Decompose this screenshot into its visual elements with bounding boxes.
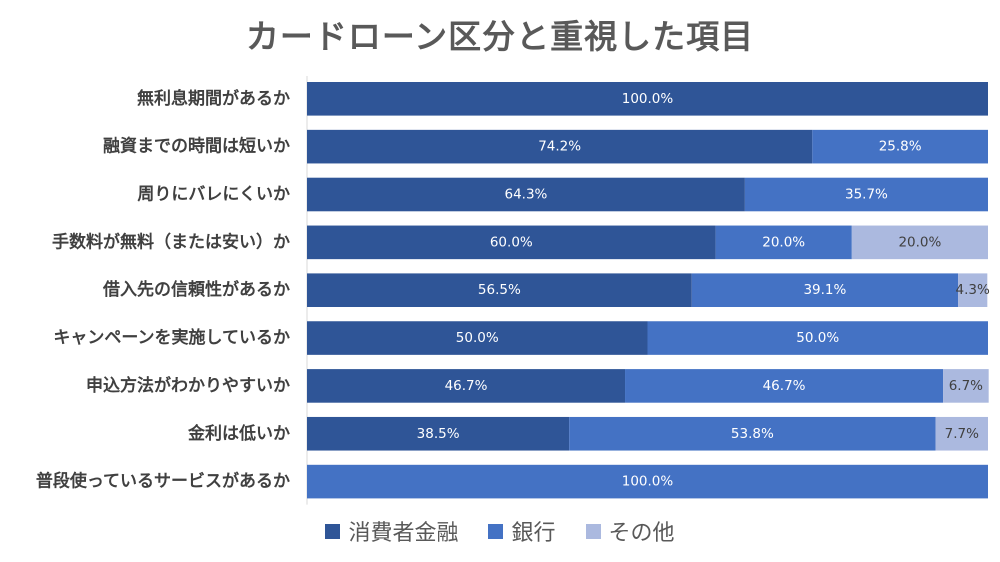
data-label: 25.8%	[879, 139, 922, 155]
bar-segment	[625, 369, 944, 403]
bar-segment	[307, 416, 570, 451]
chart-title: カードローン区分と重視した項目	[245, 17, 755, 56]
category-label: 無利息期間があるか	[137, 88, 290, 109]
category-label: 融資までの時間は短いか	[103, 136, 290, 157]
data-label: 4.3%	[956, 282, 990, 298]
bar-segment	[307, 225, 716, 260]
legend-swatch	[325, 523, 341, 539]
data-label: 56.5%	[478, 282, 521, 298]
legend-swatch	[488, 523, 504, 539]
data-label: 35.7%	[845, 187, 888, 203]
category-label: 申込方法がわかりやすいか	[86, 375, 290, 396]
bar-segment	[307, 464, 988, 499]
bar-segment	[715, 225, 852, 260]
legend-swatch	[585, 523, 601, 539]
legend-label: 消費者金融	[348, 521, 459, 546]
category-label: 金利は低いか	[187, 423, 290, 444]
data-label: 100.0%	[622, 91, 674, 107]
bar-segment	[958, 273, 988, 307]
category-label: 借入先の信頼性があるか	[102, 279, 290, 300]
data-label: 7.7%	[945, 426, 979, 442]
data-label: 53.8%	[731, 426, 774, 442]
bar-segment	[744, 177, 988, 212]
data-label: 38.5%	[417, 426, 460, 442]
data-label: 50.0%	[456, 330, 499, 346]
data-label: 50.0%	[796, 330, 839, 346]
legend: 消費者金融 銀行 その他	[0, 515, 1000, 547]
data-label: 20.0%	[762, 234, 805, 250]
bar-segment	[851, 225, 988, 260]
category-label: 普段使っているサービスがあるか	[36, 471, 290, 492]
data-label: 39.1%	[803, 282, 846, 298]
data-label: 46.7%	[445, 378, 488, 394]
data-label: 74.2%	[538, 139, 581, 155]
data-label: 60.0%	[490, 234, 533, 250]
category-label: キャンペーンを実施しているか	[53, 327, 290, 348]
bar-segment	[691, 273, 959, 307]
plot-area: 無利息期間があるか 100.0% 融資までの時間は短いか 74.2% 25.8% 周りにバ…	[36, 76, 990, 505]
legend-item: 銀行	[488, 515, 556, 547]
data-label: 6.7%	[949, 378, 983, 394]
category-label: 周りにバレにくいか	[137, 185, 290, 205]
category-label: 手数料が無料（または安い）か	[52, 231, 290, 252]
bar-segment	[307, 82, 988, 116]
legend-item: 消費者金融	[325, 515, 458, 547]
bar-segment	[307, 129, 813, 164]
data-label: 64.3%	[504, 187, 547, 203]
bar-segment	[647, 321, 988, 355]
legend-label: その他	[608, 521, 675, 546]
bar-segment	[812, 129, 988, 164]
data-label: 100.0%	[622, 474, 674, 490]
legend-label: 銀行	[511, 521, 556, 546]
legend-item: その他	[585, 515, 675, 547]
bar-segment	[307, 177, 745, 212]
bar-segment	[935, 416, 988, 451]
bar-segment	[307, 321, 648, 355]
bar-segment	[569, 416, 936, 451]
bar-segment	[943, 369, 989, 403]
data-label: 20.0%	[898, 234, 941, 250]
bar-segment	[307, 369, 626, 403]
bar-segment	[307, 273, 692, 307]
data-label: 46.7%	[763, 378, 806, 394]
